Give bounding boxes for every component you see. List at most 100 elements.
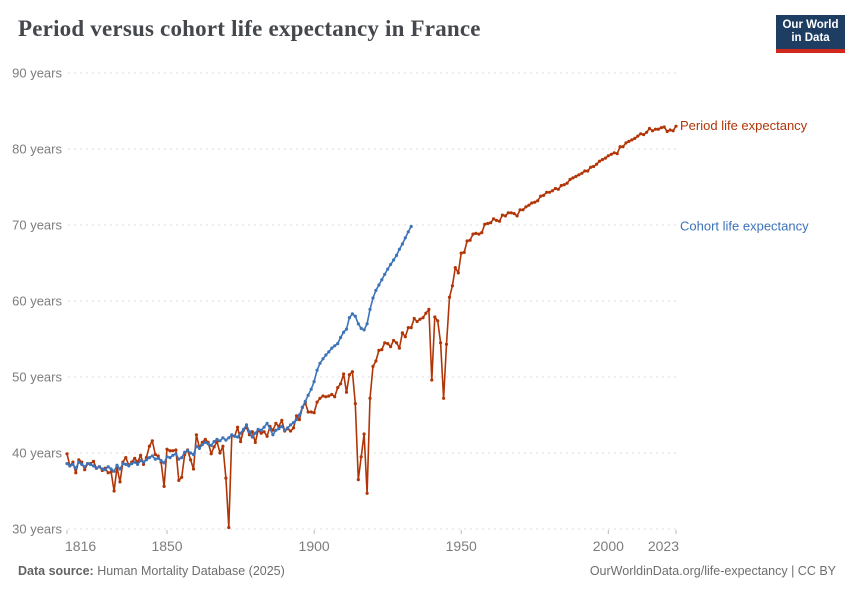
data-point (203, 437, 207, 441)
data-point (518, 208, 522, 212)
data-point (141, 460, 146, 464)
series-line-period (66, 125, 677, 529)
data-point (83, 465, 87, 469)
data-point (430, 378, 434, 382)
data-point (392, 338, 396, 343)
data-point (121, 462, 125, 466)
data-point (389, 345, 393, 349)
data-point (80, 462, 84, 466)
data-point (450, 284, 454, 288)
x-tick-label-1950: 1950 (446, 538, 477, 554)
data-point (589, 165, 593, 169)
data-point (674, 124, 678, 128)
data-point (371, 364, 375, 368)
data-point (336, 342, 340, 346)
data-point (386, 342, 390, 346)
data-point (547, 190, 552, 194)
owid-logo[interactable]: Our World in Data (776, 15, 845, 53)
data-point (333, 344, 337, 348)
data-point (194, 433, 198, 437)
data-point (306, 393, 310, 397)
data-point (418, 317, 422, 321)
data-point (256, 427, 260, 431)
data-point (189, 458, 193, 462)
data-point (583, 169, 587, 173)
data-point (133, 460, 137, 464)
data-point (603, 156, 608, 160)
data-point (74, 466, 78, 470)
data-point (421, 316, 425, 320)
data-point (103, 468, 107, 472)
data-point (509, 211, 513, 215)
data-point (112, 469, 116, 473)
data-point (233, 434, 237, 438)
data-point (568, 177, 572, 181)
data-point (618, 145, 622, 149)
data-point (191, 467, 196, 471)
data-point (436, 319, 440, 323)
data-point (524, 205, 528, 209)
data-point (68, 464, 72, 468)
data-point (350, 312, 354, 316)
data-point (180, 456, 184, 460)
x-tick-label-1816: 1816 (65, 538, 96, 554)
data-point (283, 428, 287, 432)
data-point (124, 462, 128, 466)
data-point (250, 435, 254, 439)
data-point (183, 450, 187, 454)
data-point (383, 272, 387, 276)
data-point (86, 462, 90, 466)
data-point (459, 251, 463, 255)
data-point (280, 424, 284, 428)
data-point (271, 428, 275, 432)
data-point (368, 396, 372, 400)
data-point (71, 460, 75, 464)
data-point (409, 326, 413, 330)
data-point (259, 428, 263, 432)
data-point (530, 201, 534, 205)
data-point (218, 451, 222, 455)
data-point (565, 181, 569, 185)
owid-logo-box: Our World in Data (776, 15, 845, 49)
data-point (342, 372, 346, 376)
data-point (250, 430, 254, 434)
data-point (297, 413, 301, 417)
data-point (221, 444, 225, 448)
data-point (159, 459, 163, 463)
series-end-labels-group: Period life expectancy Cohort life expect… (680, 118, 809, 233)
data-point (633, 136, 637, 140)
y-tick-label-30: 30 years (12, 522, 62, 537)
data-point (171, 453, 175, 457)
data-point (191, 452, 196, 457)
data-point (553, 186, 558, 191)
data-point (606, 154, 610, 158)
data-point (365, 491, 369, 495)
data-point (339, 382, 343, 386)
data-point (289, 423, 293, 427)
data-point (88, 462, 93, 466)
data-point (291, 421, 296, 425)
data-point (483, 222, 487, 226)
data-point (174, 452, 178, 456)
data-point (294, 418, 299, 422)
data-point (353, 402, 357, 406)
footer-link[interactable]: OurWorldinData.org/life-expectancy | CC … (589, 564, 836, 578)
data-point (150, 454, 154, 458)
owid-logo-red-bar (776, 49, 845, 53)
data-point (533, 200, 537, 204)
data-point (577, 173, 581, 177)
data-point (580, 171, 584, 175)
data-point (427, 307, 431, 311)
data-point (315, 368, 319, 372)
data-point (392, 258, 396, 262)
data-point (562, 183, 566, 187)
data-point (371, 296, 375, 300)
data-point (406, 230, 410, 234)
data-point (656, 127, 660, 131)
data-point (668, 128, 672, 132)
data-point (374, 359, 378, 363)
data-point (645, 130, 649, 134)
y-tick-label-50: 50 years (12, 370, 62, 385)
data-point (545, 190, 549, 194)
data-point (497, 219, 502, 223)
